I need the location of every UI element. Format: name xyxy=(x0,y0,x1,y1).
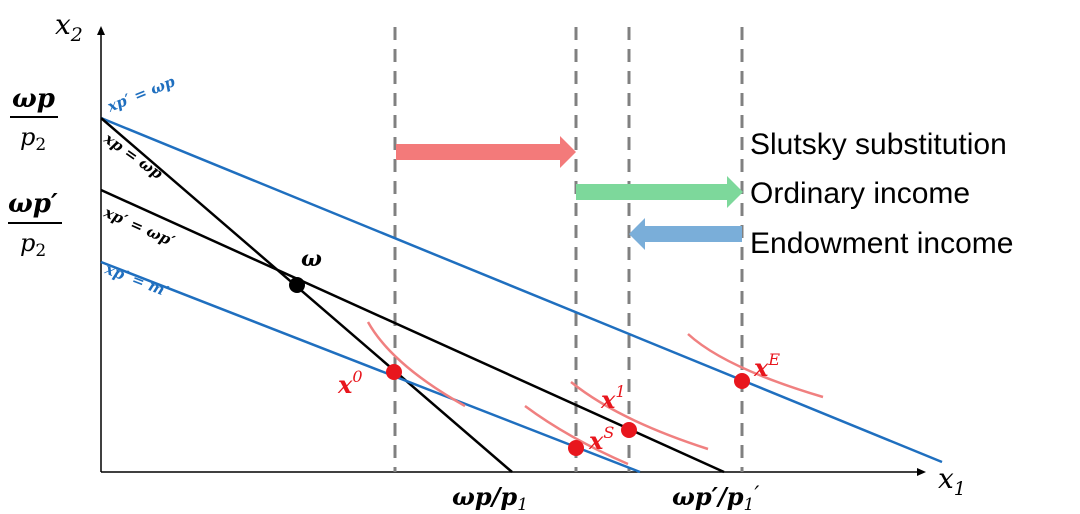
indifference-curve-x0 xyxy=(366,321,466,408)
budget-line-black-steep xyxy=(100,117,513,473)
slutsky-arrow xyxy=(396,136,576,168)
point-xe xyxy=(734,373,750,389)
label-x0: x0 xyxy=(337,367,363,399)
label-black-steep: xp = ωp xyxy=(100,129,167,183)
ordinary-income-label: Ordinary income xyxy=(750,177,970,210)
point-x1 xyxy=(621,422,637,438)
x-tick-left: ωp/p1 xyxy=(452,482,528,514)
budget-line-blue-bottom xyxy=(100,260,641,474)
label-blue-bottom: xp′ = m′ xyxy=(102,260,171,301)
ordinary-income-arrow xyxy=(576,176,743,208)
x-tick-right: ωp′/p1′ xyxy=(672,482,759,514)
label-xe: xE xyxy=(753,350,780,382)
label-blue-top: xp′ = ωp xyxy=(104,72,178,116)
budget-line-blue-top xyxy=(100,116,943,464)
y-tick-bottom-denominator: p2 xyxy=(20,229,46,261)
label-xs: xS xyxy=(588,423,614,455)
slutsky-label: Slutsky substitution xyxy=(750,128,1007,161)
indifference-curve-xs xyxy=(524,404,629,466)
x-axis-label: x1 xyxy=(938,462,966,500)
point-x0 xyxy=(386,364,402,380)
label-omega: ω xyxy=(301,246,322,272)
endowment-income-label: Endowment income xyxy=(750,227,1013,260)
endowment-point xyxy=(289,277,305,293)
label-x1: x1 xyxy=(600,382,626,414)
y-tick-bottom-numerator: ωp′ xyxy=(8,189,58,219)
label-black-flat: xp′ = ωp′ xyxy=(100,203,177,250)
y-axis-label: x2 xyxy=(55,8,83,46)
y-tick-top-denominator: p2 xyxy=(20,123,46,155)
indifference-curve-xe xyxy=(687,333,824,399)
y-tick-top-numerator: ωp xyxy=(12,84,55,114)
point-xs xyxy=(568,440,584,456)
indifference-curve-x1 xyxy=(570,381,709,451)
endowment-income-arrow xyxy=(629,218,742,250)
budget-line-black-flat xyxy=(100,188,725,474)
